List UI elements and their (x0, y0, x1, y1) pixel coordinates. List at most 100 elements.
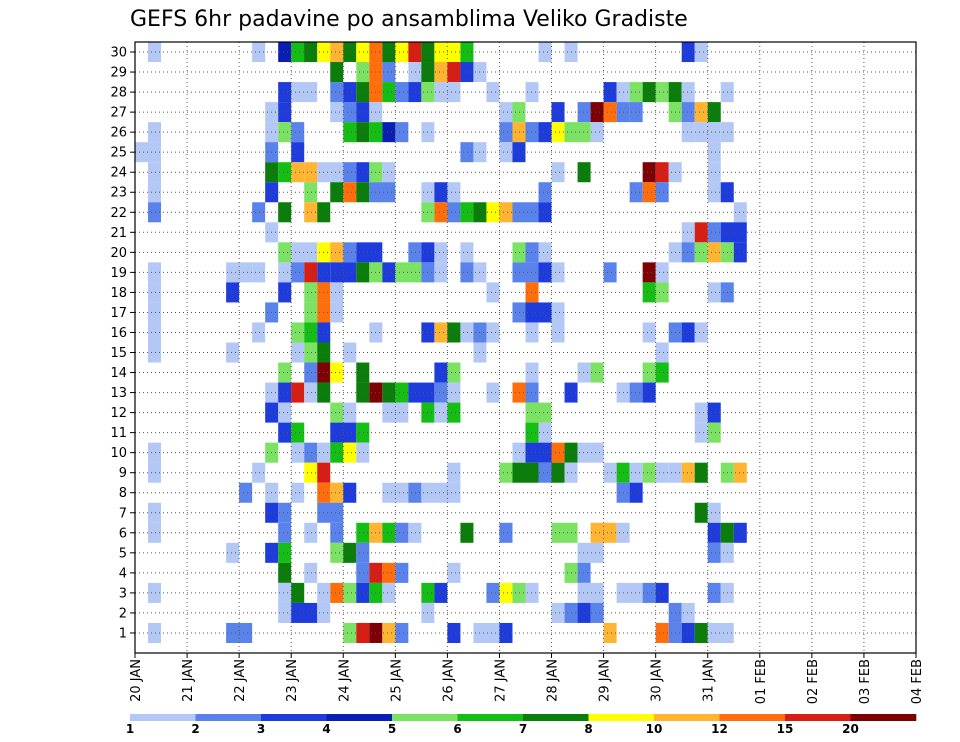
heatmap-cell (382, 162, 396, 183)
heatmap-cell (460, 62, 474, 83)
colorbar-label: 2 (191, 722, 199, 736)
heatmap-cell (681, 122, 695, 143)
heatmap-cell (694, 402, 708, 423)
heatmap-cell (642, 82, 656, 103)
heatmap-cell (499, 142, 513, 163)
heatmap-cell (356, 422, 370, 443)
heatmap-cell (577, 162, 591, 183)
heatmap-cell (148, 442, 162, 463)
heatmap-cell (707, 122, 721, 143)
heatmap-cell (291, 322, 305, 343)
heatmap-cell (512, 122, 526, 143)
heatmap-cell (538, 202, 552, 223)
heatmap-cell (252, 42, 266, 63)
heatmap-cell (655, 162, 669, 183)
heatmap-cell (148, 342, 162, 363)
heatmap-cell (525, 442, 552, 463)
heatmap-cell (343, 582, 357, 603)
heatmap-cell (239, 482, 253, 503)
heatmap-cell (356, 102, 370, 123)
heatmap-cell (694, 422, 708, 443)
colorbar-swatch (588, 714, 655, 721)
heatmap-cell (551, 322, 565, 343)
heatmap-cell (577, 362, 591, 383)
heatmap-cell (291, 582, 305, 603)
heatmap-cell (434, 242, 448, 263)
y-tick-label: 28 (110, 86, 127, 101)
heatmap-cell (681, 622, 695, 643)
heatmap-cell (356, 62, 370, 83)
heatmap-cell (642, 582, 656, 603)
heatmap-cell (447, 202, 461, 223)
heatmap-cell (304, 322, 318, 343)
heatmap-cell (356, 582, 370, 603)
heatmap-cell (707, 422, 721, 443)
heatmap-cell (330, 482, 344, 503)
heatmap-cell (603, 262, 617, 283)
heatmap-cell (707, 622, 734, 643)
heatmap-cell (291, 142, 305, 163)
y-tick-label: 20 (110, 246, 127, 261)
heatmap-cell (707, 222, 721, 243)
heatmap-cell (148, 162, 162, 183)
heatmap-cell (616, 582, 643, 603)
heatmap-cell (356, 382, 370, 403)
heatmap-cell (278, 82, 292, 103)
heatmap-cell (460, 142, 474, 163)
heatmap-cell (369, 182, 396, 203)
y-axis: 1234567891011121314151617181920212223242… (110, 46, 135, 641)
heatmap-cell (603, 102, 617, 123)
y-tick-label: 27 (110, 106, 127, 121)
colorbar-label: 3 (257, 722, 265, 736)
heatmap-cell (447, 322, 461, 343)
heatmap-cell (291, 242, 318, 263)
heatmap-cell (499, 462, 513, 483)
colorbar-swatch (785, 714, 851, 721)
heatmap-cell (304, 442, 318, 463)
heatmap-cell (707, 502, 721, 523)
heatmap-cell (681, 42, 695, 63)
heatmap-cell (707, 162, 721, 183)
heatmap-cell (330, 82, 344, 103)
heatmap-cell (512, 302, 526, 323)
heatmap-cell (655, 582, 669, 603)
heatmap-cell (486, 202, 500, 223)
heatmap-cell (551, 302, 565, 323)
heatmap-cell (707, 102, 721, 123)
heatmap-cell (330, 302, 344, 323)
heatmap-cell (577, 602, 591, 623)
heatmap-cell (330, 242, 344, 263)
heatmap-cell (382, 582, 396, 603)
heatmap-cell (707, 402, 721, 423)
heatmap-cell (512, 102, 526, 123)
heatmap-cell (551, 262, 565, 283)
heatmap-cell (590, 362, 604, 383)
heatmap-cell (330, 162, 344, 183)
colorbar-label: 7 (519, 722, 527, 736)
colorbar-label: 4 (322, 722, 330, 736)
heatmap-cell (551, 102, 565, 123)
heatmap-cell (525, 242, 539, 263)
y-tick-label: 22 (110, 206, 127, 221)
heatmap-cell (642, 322, 656, 343)
colorbar-label: 1 (126, 722, 134, 736)
heatmap-cell (330, 402, 344, 423)
heatmap-cell (356, 542, 370, 563)
heatmap-cell (577, 442, 591, 463)
heatmap-cell (304, 562, 318, 583)
heatmap-cell (148, 282, 162, 303)
heatmap-cell (278, 362, 292, 383)
y-tick-label: 10 (110, 446, 127, 461)
heatmap-cell (525, 202, 539, 223)
colorbar-swatch (850, 714, 917, 721)
heatmap-cell (525, 422, 539, 443)
heatmap-cell (395, 122, 409, 143)
heatmap-cell (655, 362, 669, 383)
y-tick-label: 16 (110, 326, 127, 341)
heatmap-cell (330, 522, 344, 543)
heatmap-cell (330, 362, 344, 383)
heatmap-cell (655, 182, 669, 203)
colorbar: 1 2 3 4 5 6 7 8 10 12 15 20 (126, 714, 917, 736)
heatmap-cell (148, 262, 162, 283)
heatmap-cell (330, 182, 344, 203)
